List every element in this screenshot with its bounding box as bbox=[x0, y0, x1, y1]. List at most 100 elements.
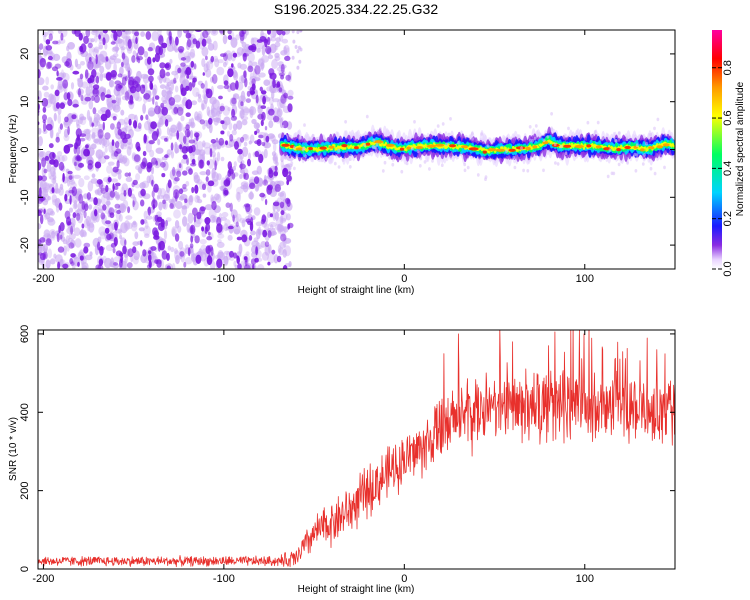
noise-speckle bbox=[156, 259, 162, 268]
signal-scatter bbox=[586, 120, 590, 125]
noise-speckle bbox=[125, 215, 133, 220]
noise-speckle bbox=[281, 31, 286, 36]
noise-speckle bbox=[49, 175, 57, 180]
signal-band-cell bbox=[672, 144, 675, 148]
noise-speckle bbox=[42, 251, 46, 261]
noise-speckle bbox=[284, 55, 291, 62]
noise-speckle bbox=[53, 112, 57, 122]
noise-speckle bbox=[75, 212, 81, 221]
noise-speckle bbox=[59, 258, 64, 267]
noise-speckle bbox=[160, 218, 165, 228]
noise-speckle bbox=[243, 264, 251, 269]
noise-speckle bbox=[178, 163, 182, 169]
noise-speckle bbox=[213, 55, 219, 63]
noise-speckle bbox=[165, 71, 171, 77]
noise-speckle bbox=[93, 197, 98, 206]
signal-scatter bbox=[428, 167, 431, 171]
signal-scatter bbox=[281, 124, 285, 129]
noise-speckle bbox=[173, 248, 178, 255]
signal-scatter bbox=[411, 147, 414, 151]
noise-speckle bbox=[179, 74, 186, 85]
noise-speckle bbox=[100, 212, 106, 220]
noise-speckle bbox=[90, 38, 95, 43]
noise-speckle bbox=[274, 184, 281, 193]
noise-speckle bbox=[257, 105, 262, 110]
noise-speckle bbox=[56, 77, 63, 81]
signal-peak-cell bbox=[426, 144, 437, 148]
noise-speckle bbox=[89, 117, 93, 128]
noise-speckle bbox=[114, 203, 121, 209]
noise-speckle bbox=[211, 167, 216, 179]
noise-speckle bbox=[140, 31, 146, 37]
noise-speckle bbox=[116, 160, 120, 169]
noise-speckle bbox=[241, 119, 248, 126]
noise-speckle bbox=[260, 62, 265, 69]
noise-speckle bbox=[52, 199, 59, 206]
noise-speckle bbox=[186, 130, 190, 138]
noise-speckle bbox=[42, 48, 48, 58]
noise-speckle bbox=[71, 186, 78, 197]
noise-speckle bbox=[232, 214, 235, 222]
noise-speckle bbox=[287, 223, 291, 230]
noise-speckle bbox=[191, 79, 196, 88]
noise-speckle bbox=[211, 74, 218, 84]
signal-scatter bbox=[445, 142, 448, 146]
noise-speckle bbox=[243, 172, 249, 180]
noise-speckle bbox=[101, 137, 107, 146]
noise-speckle bbox=[31, 43, 37, 53]
noise-speckle bbox=[241, 30, 247, 35]
noise-speckle bbox=[271, 249, 276, 255]
noise-speckle bbox=[199, 239, 207, 245]
noise-speckle bbox=[32, 56, 37, 60]
signal-scatter bbox=[590, 134, 594, 138]
noise-speckle bbox=[179, 251, 185, 257]
noise-speckle bbox=[92, 30, 98, 33]
noise-speckle bbox=[255, 123, 260, 129]
noise-speckle bbox=[294, 45, 298, 49]
signal-scatter bbox=[606, 174, 610, 179]
noise-speckle bbox=[156, 216, 163, 222]
noise-speckle bbox=[151, 30, 159, 42]
noise-speckle bbox=[251, 83, 256, 91]
noise-speckle bbox=[206, 61, 210, 71]
noise-speckle bbox=[194, 148, 200, 155]
noise-speckle bbox=[78, 177, 85, 188]
noise-speckle bbox=[85, 30, 91, 38]
signal-band-cell bbox=[358, 146, 361, 149]
noise-speckle bbox=[267, 261, 271, 266]
noise-speckle bbox=[273, 171, 278, 177]
noise-speckle bbox=[38, 222, 42, 230]
noise-speckle bbox=[245, 203, 251, 213]
noise-speckle bbox=[100, 187, 107, 194]
noise-speckle bbox=[278, 247, 285, 256]
noise-speckle bbox=[189, 243, 194, 249]
noise-speckle bbox=[263, 148, 268, 159]
noise-speckle bbox=[49, 127, 54, 139]
noise-speckle bbox=[205, 35, 212, 44]
signal-band-cell bbox=[612, 148, 616, 152]
signal-scatter bbox=[372, 138, 376, 142]
noise-speckle bbox=[141, 180, 150, 189]
noise-speckle bbox=[125, 176, 133, 182]
noise-speckle bbox=[263, 174, 267, 185]
signal-peak-cell bbox=[399, 147, 405, 151]
noise-speckle bbox=[40, 214, 44, 225]
colorbar-tick-label: 0.8 bbox=[722, 60, 734, 75]
noise-speckle bbox=[241, 234, 248, 243]
noise-speckle bbox=[268, 108, 275, 116]
noise-speckle bbox=[42, 188, 49, 198]
noise-speckle bbox=[261, 141, 266, 147]
signal-scatter bbox=[542, 138, 546, 142]
noise-speckle bbox=[253, 176, 260, 185]
noise-speckle bbox=[233, 228, 241, 235]
noise-speckle bbox=[184, 198, 188, 204]
noise-speckle bbox=[172, 166, 176, 177]
noise-speckle bbox=[197, 110, 203, 122]
noise-speckle bbox=[175, 254, 180, 265]
noise-speckle bbox=[41, 97, 49, 107]
noise-speckle bbox=[285, 74, 292, 81]
noise-speckle bbox=[79, 255, 84, 261]
noise-speckle bbox=[45, 259, 51, 269]
noise-speckle bbox=[182, 135, 187, 144]
noise-speckle bbox=[64, 116, 69, 123]
